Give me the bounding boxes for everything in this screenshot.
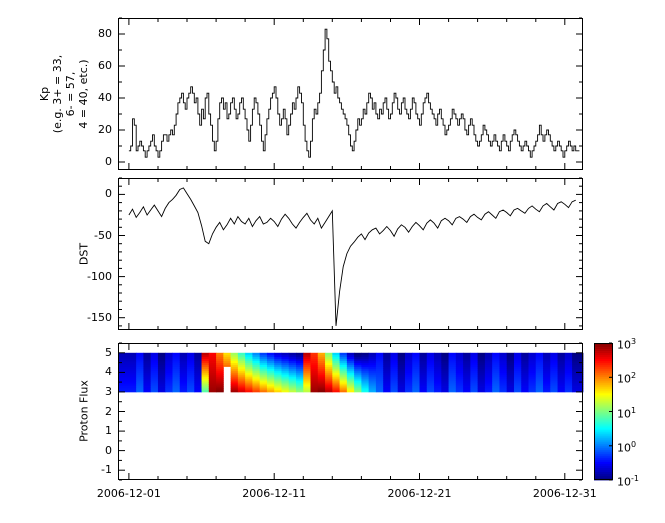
dst-y-tick-label: -150 xyxy=(87,310,112,324)
colorbar-tick-label: 103 xyxy=(617,337,637,352)
proton-flux-axes xyxy=(118,342,583,481)
x-tick-label: 2006-12-21 xyxy=(387,487,452,500)
proton-flux-spectrogram xyxy=(118,352,584,393)
kp-y-tick-label: 20 xyxy=(98,123,112,136)
dst-axis-label: DST xyxy=(77,242,91,266)
proton-flux-y-tick-label: 5 xyxy=(105,345,112,359)
x-tick-label: 2006-12-01 xyxy=(96,487,161,500)
colorbar-tick-label: 101 xyxy=(617,405,637,421)
colorbar-gradient xyxy=(594,342,613,481)
proton-flux-y-tick-label: 1 xyxy=(105,424,112,438)
proton-flux-y-tick-label: 3 xyxy=(105,384,112,398)
proton-flux-y-tick-label: 4 xyxy=(105,365,112,379)
kp-axis-label-line-3: 6- = 57, xyxy=(64,71,77,117)
kp-axis-label-line-2: (e.g. 3+ = 33, xyxy=(51,54,64,134)
kp-y-tick-label: 0 xyxy=(105,155,112,168)
dst-y-tick-label: 0 xyxy=(105,187,112,201)
colorbar-tick-label: 10-1 xyxy=(617,474,639,489)
kp-axis-label-line-1: Kp xyxy=(38,86,51,102)
dst-y-tick-label: -100 xyxy=(87,269,112,283)
kp-y-tick-label: 60 xyxy=(98,59,112,72)
proton-flux-y-tick-label: 2 xyxy=(105,404,112,418)
kp-axes xyxy=(118,17,583,170)
x-tick-label: 2006-12-11 xyxy=(242,487,307,500)
colorbar-tick-label: 102 xyxy=(617,371,637,386)
proton-flux-y-tick-label: 0 xyxy=(105,443,112,457)
kp-y-tick-label: 40 xyxy=(98,91,112,104)
kp-y-tick-label: 80 xyxy=(98,27,112,40)
dst-axes xyxy=(118,177,583,330)
proton-flux-axis-label: Proton Flux xyxy=(77,380,91,442)
dst-series-line xyxy=(128,187,576,326)
proton-flux-y-tick-label: -1 xyxy=(101,463,112,477)
x-tick-label: 2006-12-31 xyxy=(532,487,597,500)
kp-series-line xyxy=(128,28,580,158)
colorbar-tick-label: 100 xyxy=(617,439,637,455)
kp-axis-label-line-4: 4 = 40, etc.) xyxy=(77,59,90,129)
kp-axis-label: Kp (e.g. 3+ = 33, 6- = 57, 4 = 40, etc.) xyxy=(38,55,90,133)
dst-y-tick-label: -50 xyxy=(94,228,112,242)
